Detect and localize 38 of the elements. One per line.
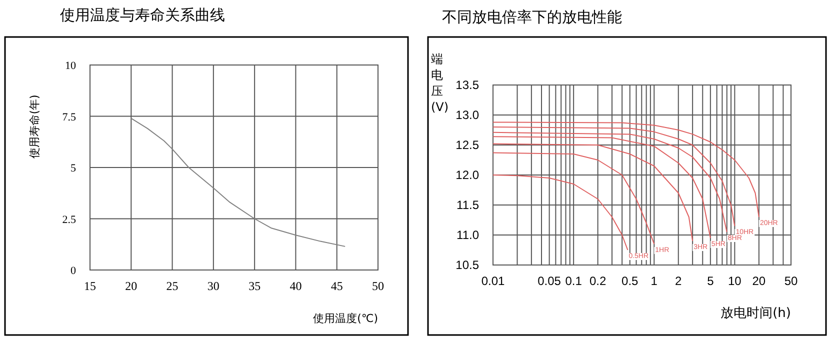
x-axis-title: 使用温度(℃) xyxy=(313,312,378,325)
y-tick-label: 13.5 xyxy=(456,78,480,92)
y-tick-label: 11.0 xyxy=(456,228,480,242)
x-tick-label: 30 xyxy=(207,279,220,293)
x-tick-label: 2 xyxy=(675,274,682,288)
y-tick-label: 12.0 xyxy=(456,168,480,182)
y-axis-title: 端电压(V) xyxy=(431,52,449,114)
chart-title: 使用温度与寿命关系曲线 xyxy=(60,6,225,24)
x-tick-label: 50 xyxy=(784,274,798,288)
x-tick-label: 0.01 xyxy=(481,274,505,288)
y-tick-label: 5 xyxy=(70,162,76,174)
x-tick-label: 20 xyxy=(125,279,138,293)
x-tick-label: 10 xyxy=(728,274,742,288)
x-tick-label: 0.1 xyxy=(565,274,582,288)
x-tick-label: 25 xyxy=(166,279,178,293)
y-axis-title: 使用寿命(年) xyxy=(28,94,41,158)
x-tick-label: 50 xyxy=(372,279,384,293)
x-tick-label: 0.2 xyxy=(589,274,606,288)
y-tick-label: 11.5 xyxy=(456,198,480,212)
x-tick-label: 35 xyxy=(248,279,261,293)
chart-title: 不同放电倍率下的放电性能 xyxy=(442,8,622,26)
y-tick-label: 12.5 xyxy=(456,138,480,152)
x-tick-label: 1 xyxy=(650,274,658,288)
y-tick-label: 2.5 xyxy=(62,214,76,226)
x-tick-label: 5 xyxy=(707,274,714,288)
y-tick-label: 10.5 xyxy=(456,258,480,272)
line-series xyxy=(130,118,346,247)
x-tick-label: 40 xyxy=(290,279,302,293)
y-tick-label: 7.5 xyxy=(62,111,76,124)
x-tick-label: 0.5 xyxy=(622,274,639,288)
x-tick-label: 0.05 xyxy=(538,274,562,288)
y-tick-label: 13.0 xyxy=(456,108,480,122)
y-tick-label: 10 xyxy=(65,60,76,72)
x-tick-label: 45 xyxy=(330,279,343,293)
y-tick-label: 0 xyxy=(70,265,76,277)
x-axis-title: 放电时间(h) xyxy=(720,306,791,321)
x-tick-label: 15 xyxy=(84,279,96,293)
x-tick-label: 20 xyxy=(752,274,766,288)
